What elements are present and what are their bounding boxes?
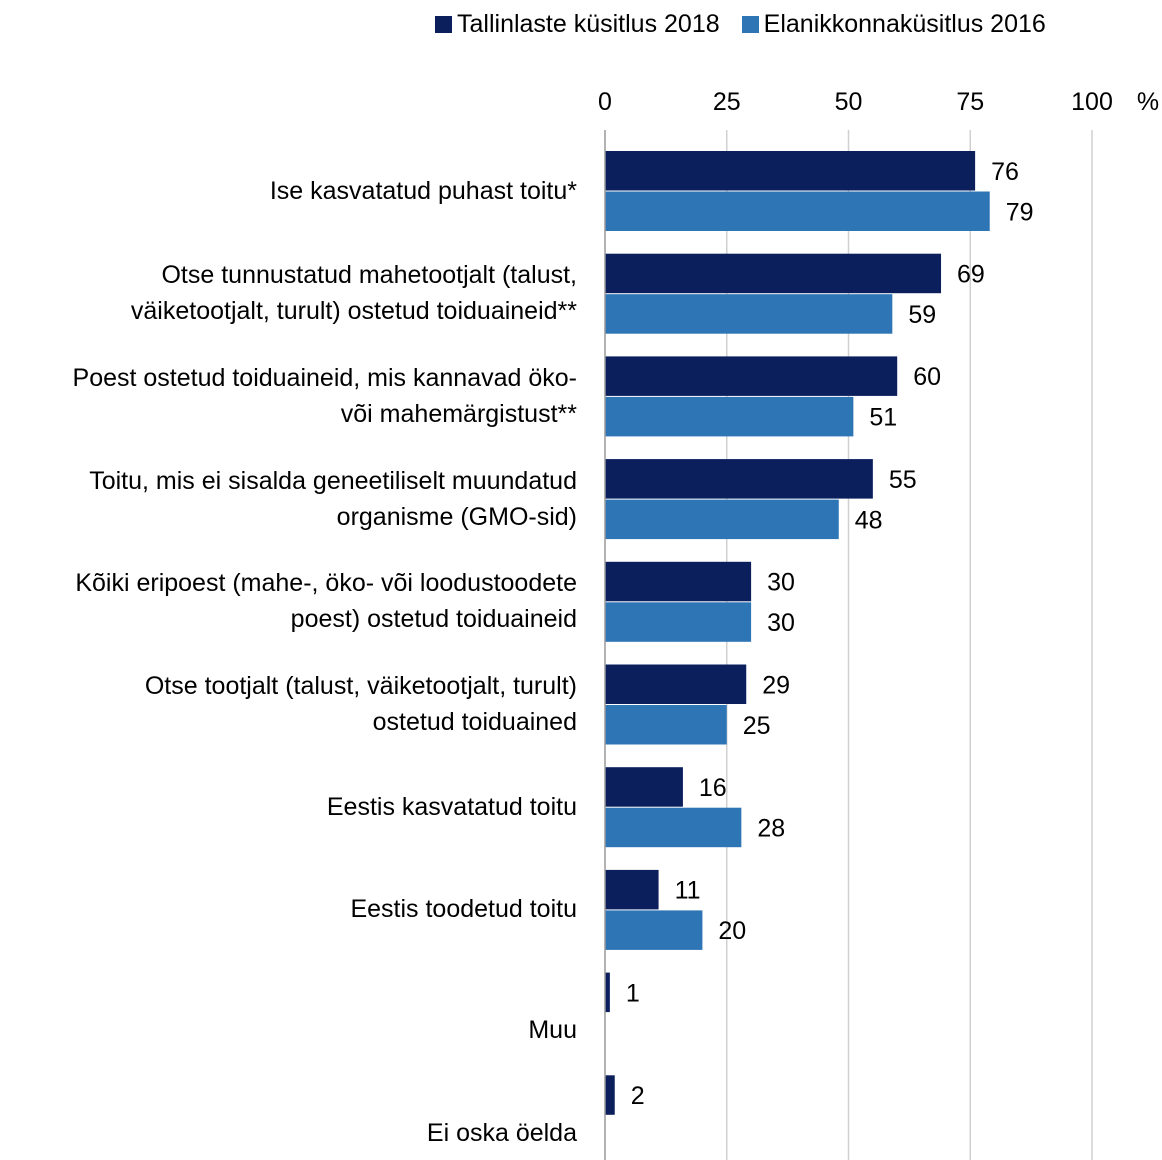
bar-2018-0 — [605, 151, 976, 191]
bar-2016-5 — [605, 705, 727, 745]
bar-2018-8 — [605, 972, 610, 1013]
category-label-9: Ei oska öelda — [426, 1118, 577, 1147]
x-tick-label-0: 0 — [598, 88, 612, 116]
category-label-2: Poest ostetud toiduaineid, mis kannavad … — [72, 363, 577, 428]
bar-2018-5 — [605, 664, 747, 704]
data-label-2016-2: 51 — [869, 404, 897, 432]
x-axis-unit: % — [1137, 88, 1159, 116]
legend-item-2018: Tallinlaste küsitlus 2018 — [435, 10, 720, 39]
category-label-4: Kõiki eripoest (mahe-, öko- või loodusto… — [75, 569, 577, 634]
category-label-1: Otse tunnustatud mahetootjalt (talust, v… — [130, 261, 577, 326]
x-tick-label-75: 75 — [956, 88, 984, 116]
x-tick-label-25: 25 — [713, 88, 741, 116]
bar-2016-7 — [605, 910, 703, 950]
legend-swatch-2016 — [741, 16, 759, 33]
bar-2018-1 — [605, 253, 942, 294]
data-label-2018-1: 69 — [957, 260, 985, 288]
bar-2018-3 — [605, 459, 873, 499]
data-label-2018-9: 2 — [631, 1082, 645, 1110]
category-label-7: Eestis toodetud toitu — [350, 895, 577, 924]
legend-swatch-2018 — [435, 16, 452, 33]
category-label-0: Ise kasvatatud puhast toitu* — [269, 176, 577, 205]
data-label-2016-4: 30 — [767, 609, 795, 637]
x-tick-label-50: 50 — [835, 88, 863, 116]
bar-2018-9 — [605, 1075, 615, 1115]
data-label-2018-3: 55 — [889, 466, 917, 494]
data-label-2018-0: 76 — [991, 158, 1019, 186]
data-label-2016-5: 25 — [743, 712, 771, 740]
bar-2016-2 — [605, 396, 854, 437]
category-label-3: Toitu, mis ei sisalda geneetiliselt muun… — [89, 466, 577, 531]
bar-2016-0 — [605, 191, 990, 231]
category-label-6: Eestis kasvatatud toitu — [326, 792, 577, 821]
data-label-2018-5: 29 — [762, 671, 790, 699]
data-label-2018-2: 60 — [913, 363, 941, 391]
data-label-2016-0: 79 — [1006, 198, 1034, 226]
bar-2016-1 — [605, 294, 893, 334]
data-label-2018-4: 30 — [767, 569, 795, 597]
data-label-2018-6: 16 — [699, 774, 727, 802]
data-label-2018-8: 1 — [626, 979, 640, 1007]
data-label-2016-6: 28 — [757, 814, 785, 842]
data-label-2016-7: 20 — [718, 917, 746, 945]
bar-2018-6 — [605, 767, 683, 807]
legend-label-2018: Tallinlaste küsitlus 2018 — [457, 10, 720, 38]
data-label-2016-1: 59 — [908, 301, 936, 329]
x-tick-label-100: 100 — [1071, 88, 1113, 116]
bar-2016-3 — [605, 499, 839, 540]
legend-item-2016: Elanikkonnaküsitlus 2016 — [741, 10, 1046, 39]
category-label-5: Otse tootjalt (talust, väiketootjalt, tu… — [144, 672, 577, 736]
bar-2018-4 — [605, 561, 752, 602]
bar-2016-4 — [605, 602, 752, 642]
category-label-8: Muu — [528, 1016, 577, 1045]
data-label-2016-3: 48 — [855, 506, 883, 534]
legend-label-2016: Elanikkonnaküsitlus 2016 — [763, 10, 1046, 38]
bar-2018-2 — [605, 356, 898, 396]
data-label-2018-7: 11 — [675, 877, 701, 905]
legend: Tallinlaste küsitlus 2018 Elanikkonnaküs… — [435, 10, 1068, 39]
bar-2016-6 — [605, 807, 742, 848]
bar-2018-7 — [605, 869, 659, 910]
